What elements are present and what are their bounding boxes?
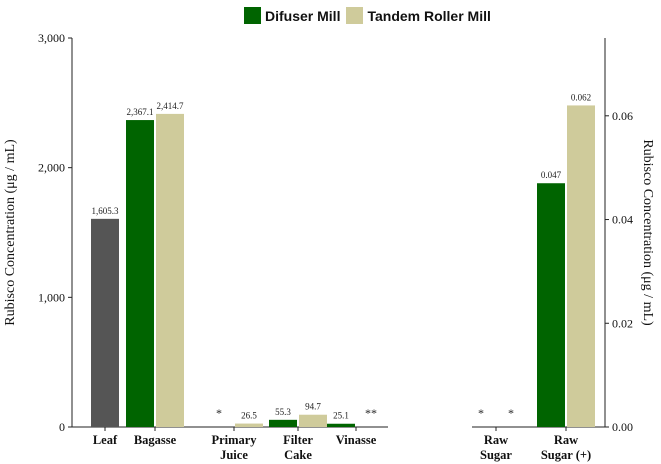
x-tick-label: Raw Sugar (+) — [541, 433, 591, 462]
y-tick-label: 0 — [59, 420, 65, 434]
x-tick-label: Bagasse — [134, 433, 177, 447]
x-tick-label-line: Raw — [554, 433, 578, 447]
x-tick-label-line: Vinasse — [336, 433, 377, 447]
x-tick-label: Raw Sugar — [480, 433, 512, 462]
data-label: 2,367.1 — [127, 107, 154, 117]
data-label: ** — [365, 406, 377, 420]
legend-item-tandem: Tandem Roller Mill — [346, 7, 491, 24]
bar-difuser-filter-cake — [269, 419, 297, 427]
y-axis-label: Rubisco Concentration (μg / mL) — [640, 139, 655, 326]
y-tick-label: 0.06 — [612, 109, 633, 123]
data-label: 1,605.3 — [92, 206, 120, 216]
legend-label-tandem: Tandem Roller Mill — [367, 7, 491, 24]
x-tick-label-line: Raw — [484, 433, 508, 447]
x-tick-label: Vinasse — [336, 433, 377, 447]
x-tick-label: Filter Cake — [283, 433, 313, 462]
bar-tandem-bagasse — [156, 113, 184, 428]
x-tick-label: Leaf — [93, 433, 118, 447]
x-tick-label-line: Juice — [220, 448, 248, 462]
y-tick-label: 1,000 — [38, 290, 65, 304]
bar-tandem-raw-sugar- — [567, 105, 595, 427]
bar-tandem-primary-juice — [235, 423, 263, 427]
legend-label-difuser: Difuser Mill — [265, 7, 341, 24]
y-tick-label: 3,000 — [38, 31, 65, 45]
y-axis-label: Rubisco Concentration (μg / mL) — [3, 139, 18, 326]
y-tick-label: 0.00 — [612, 420, 633, 434]
bar-difuser-vinasse — [327, 423, 355, 427]
bar-difuser-raw-sugar- — [537, 183, 565, 427]
y-tick-label: 2,000 — [38, 161, 65, 175]
data-label: * — [508, 406, 514, 420]
y-tick-label: 0.04 — [612, 213, 633, 227]
bar-tandem-filter-cake — [299, 414, 327, 427]
x-tick-label: Primary Juice — [211, 433, 257, 462]
x-tick-label-line: Filter — [283, 433, 313, 447]
data-label: 0.047 — [541, 170, 562, 180]
x-tick-label-line: Sugar (+) — [541, 448, 591, 462]
legend: Difuser Mill Tandem Roller Mill — [244, 7, 493, 24]
x-tick-label-line: Primary — [211, 433, 257, 447]
bar-difuser-bagasse — [126, 120, 154, 427]
y-tick-label: 0.02 — [612, 316, 633, 330]
legend-swatch-difuser — [244, 7, 261, 24]
data-label: 2,414.7 — [157, 101, 185, 111]
data-label: 55.3 — [275, 407, 291, 417]
data-label: 26.5 — [241, 411, 257, 421]
data-label: 94.7 — [305, 402, 321, 412]
data-label: 0.062 — [571, 92, 591, 102]
data-label: * — [216, 406, 222, 420]
x-tick-label-line: Sugar — [480, 448, 512, 462]
bar-leaf-leaf — [91, 218, 119, 427]
x-tick-label-line: Bagasse — [134, 433, 177, 447]
x-tick-label-line: Leaf — [93, 433, 118, 447]
legend-item-difuser: Difuser Mill — [244, 7, 340, 24]
x-tick-label-line: Cake — [284, 448, 312, 462]
data-label: 25.1 — [333, 411, 349, 421]
data-label: * — [478, 406, 484, 420]
legend-swatch-tandem — [346, 7, 364, 24]
